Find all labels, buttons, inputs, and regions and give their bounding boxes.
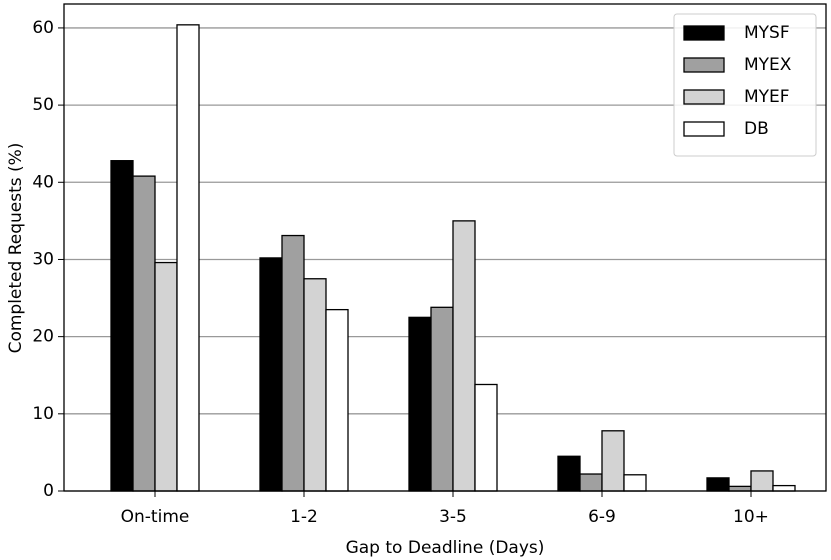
bar: [750, 470, 774, 492]
plot-frame: [63, 3, 827, 492]
bar: [728, 485, 752, 492]
legend-swatch: [683, 121, 725, 137]
x-tick-label: 1-2: [290, 507, 318, 527]
bar: [623, 474, 647, 492]
legend-swatch: [683, 89, 725, 105]
bar: [325, 308, 349, 492]
y-tick-label: 10: [32, 404, 54, 424]
bar: [281, 234, 305, 492]
bar: [259, 257, 283, 492]
x-tick-label: 6-9: [588, 507, 616, 527]
x-axis-title: Gap to Deadline (Days): [346, 538, 545, 558]
y-tick-label: 0: [43, 481, 54, 501]
legend-label: MYEF: [744, 87, 790, 107]
bar: [772, 484, 796, 492]
legend-swatch: [683, 57, 725, 73]
bar: [303, 278, 327, 492]
x-tick-label: 10+: [733, 507, 769, 527]
y-tick-label: 60: [32, 18, 54, 38]
bar: [408, 316, 432, 492]
bar: [474, 383, 498, 492]
bar: [132, 175, 156, 492]
bar: [452, 220, 476, 492]
bar: [706, 477, 730, 492]
x-tick-label: 3-5: [439, 507, 467, 527]
bar: [579, 473, 603, 492]
bar: [557, 455, 581, 492]
bar: [601, 430, 625, 492]
y-axis-title: Completed Requests (%): [6, 143, 26, 354]
bar: [154, 261, 178, 492]
y-tick-label: 30: [32, 249, 54, 269]
x-tick-label: On-time: [121, 507, 190, 527]
y-tick-label: 20: [32, 327, 54, 347]
legend-label: DB: [744, 119, 769, 139]
legend-box: [673, 13, 817, 157]
y-tick-label: 40: [32, 172, 54, 192]
bar: [176, 24, 200, 492]
legend: MYSF MYEX MYEF DB: [673, 13, 817, 157]
bar: [430, 306, 454, 492]
y-tick-label: 50: [32, 95, 54, 115]
bar: [110, 160, 134, 492]
legend-swatch: [683, 25, 725, 41]
legend-label: MYEX: [744, 55, 792, 75]
legend-label: MYSF: [744, 23, 790, 43]
